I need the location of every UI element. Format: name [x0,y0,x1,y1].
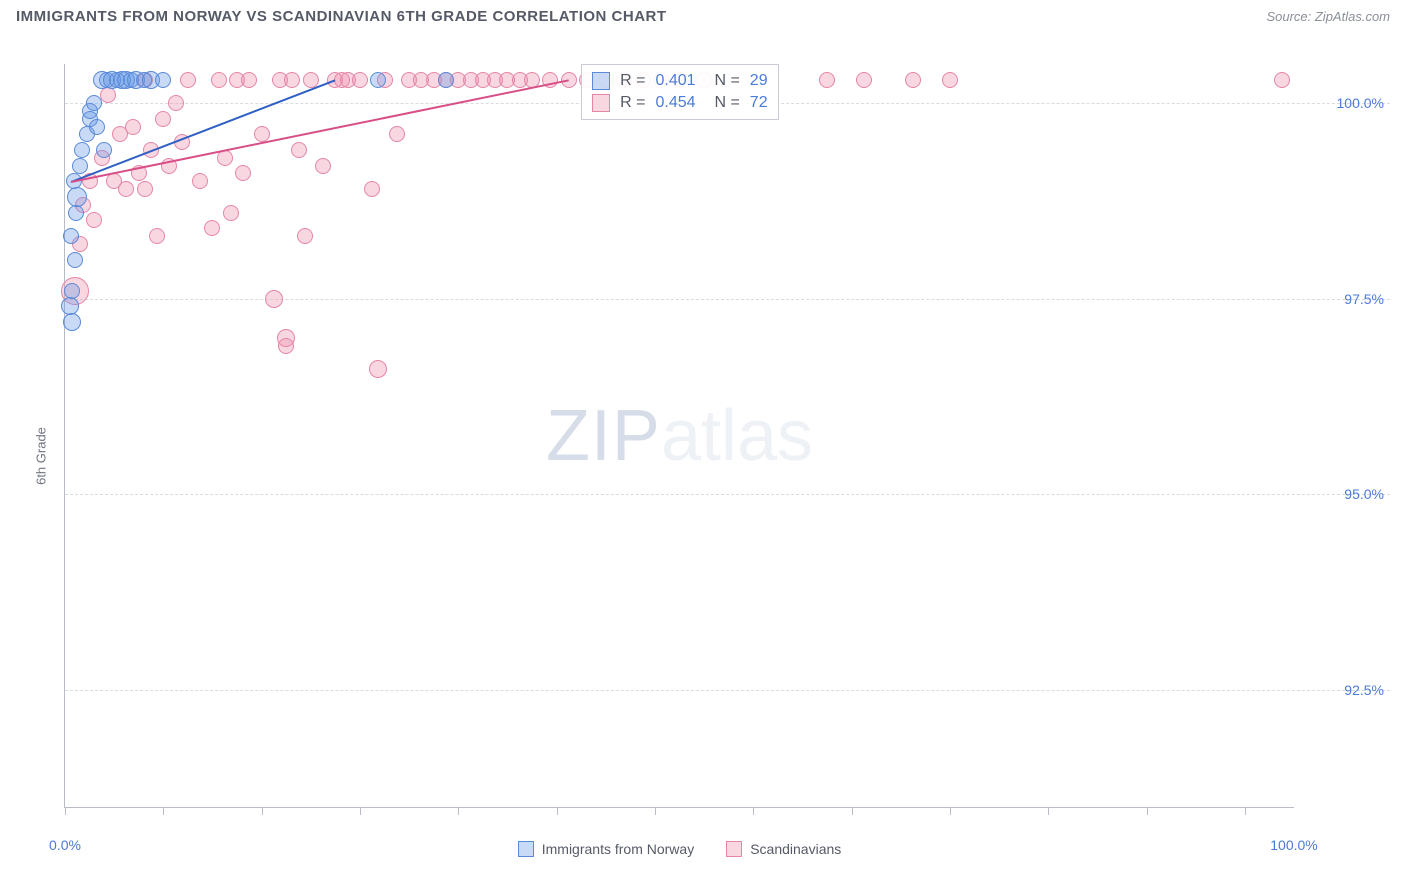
chart-container: 6th Grade ZIPatlas Immigrants from Norwa… [16,40,1390,872]
legend-item-blue: Immigrants from Norway [518,841,694,857]
r-value: 0.401 [656,72,696,90]
data-point-blue [82,103,98,119]
data-point-pink [905,72,921,88]
gridline [65,690,1390,691]
legend-swatch-pink [726,841,742,857]
y-tick-label: 97.5% [1304,291,1384,307]
data-point-pink [942,72,958,88]
gridline [65,494,1390,495]
data-point-blue [72,158,88,174]
data-point-pink [211,72,227,88]
data-point-pink [369,360,387,378]
x-tick [458,807,459,815]
data-point-blue [64,283,80,299]
data-point-pink [1274,72,1290,88]
x-tick [852,807,853,815]
x-tick [65,807,66,815]
data-point-blue [155,72,171,88]
data-point-pink [389,126,405,142]
correlation-row-pink: R = 0.454 N = 72 [592,92,767,114]
data-point-blue [67,187,87,207]
x-tick [655,807,656,815]
y-tick-label: 95.0% [1304,486,1384,502]
x-tick [950,807,951,815]
x-tick-label: 100.0% [1270,837,1317,853]
data-point-pink [223,205,239,221]
data-point-pink [235,165,251,181]
x-tick [163,807,164,815]
x-tick-label: 0.0% [49,837,81,853]
y-axis-label: 6th Grade [33,427,48,485]
legend-label-blue: Immigrants from Norway [542,841,694,857]
n-value: 72 [750,94,768,112]
bottom-legend: Immigrants from Norway Scandinavians [65,841,1294,857]
gridline [65,299,1390,300]
data-point-pink [118,181,134,197]
data-point-pink [241,72,257,88]
watermark-zip: ZIP [546,396,661,476]
r-label: R = [620,94,645,112]
data-point-blue [74,142,90,158]
data-point-pink [315,158,331,174]
correlation-swatch-pink [592,94,610,112]
x-tick [1245,807,1246,815]
legend-item-pink: Scandinavians [726,841,841,857]
data-point-pink [137,181,153,197]
r-value: 0.454 [656,94,696,112]
r-label: R = [620,72,645,90]
data-point-pink [819,72,835,88]
data-point-pink [856,72,872,88]
correlation-row-blue: R = 0.401 N = 29 [592,70,767,92]
n-value: 29 [750,72,768,90]
data-point-pink [155,111,171,127]
correlation-swatch-blue [592,72,610,90]
data-point-pink [180,72,196,88]
data-point-blue [67,252,83,268]
x-tick [557,807,558,815]
y-tick-label: 92.5% [1304,682,1384,698]
n-label: N = [706,72,740,90]
x-tick [1147,807,1148,815]
legend-swatch-blue [518,841,534,857]
data-point-pink [364,181,380,197]
data-point-pink [265,290,283,308]
data-point-blue [438,72,454,88]
y-tick-label: 100.0% [1304,95,1384,111]
x-tick [1048,807,1049,815]
correlation-box: R = 0.401 N = 29 R = 0.454 N = 72 [581,64,778,120]
data-point-blue [68,205,84,221]
data-point-pink [284,72,300,88]
data-point-pink [297,228,313,244]
chart-title: IMMIGRANTS FROM NORWAY VS SCANDINAVIAN 6… [16,8,667,25]
data-point-pink [149,228,165,244]
source-attribution: Source: ZipAtlas.com [1266,9,1390,24]
data-point-pink [204,220,220,236]
data-point-pink [278,338,294,354]
data-point-pink [291,142,307,158]
watermark: ZIPatlas [546,395,813,477]
data-point-pink [86,212,102,228]
watermark-atlas: atlas [661,396,813,476]
data-point-pink [168,95,184,111]
data-point-pink [192,173,208,189]
x-tick [753,807,754,815]
x-tick [262,807,263,815]
n-label: N = [706,94,740,112]
data-point-blue [63,228,79,244]
legend-label-pink: Scandinavians [750,841,841,857]
data-point-blue [63,313,81,331]
data-point-pink [125,119,141,135]
data-point-blue [89,119,105,135]
data-point-blue [370,72,386,88]
data-point-blue [96,142,112,158]
plot-area: ZIPatlas Immigrants from Norway Scandina… [64,64,1294,808]
data-point-pink [352,72,368,88]
x-tick [360,807,361,815]
